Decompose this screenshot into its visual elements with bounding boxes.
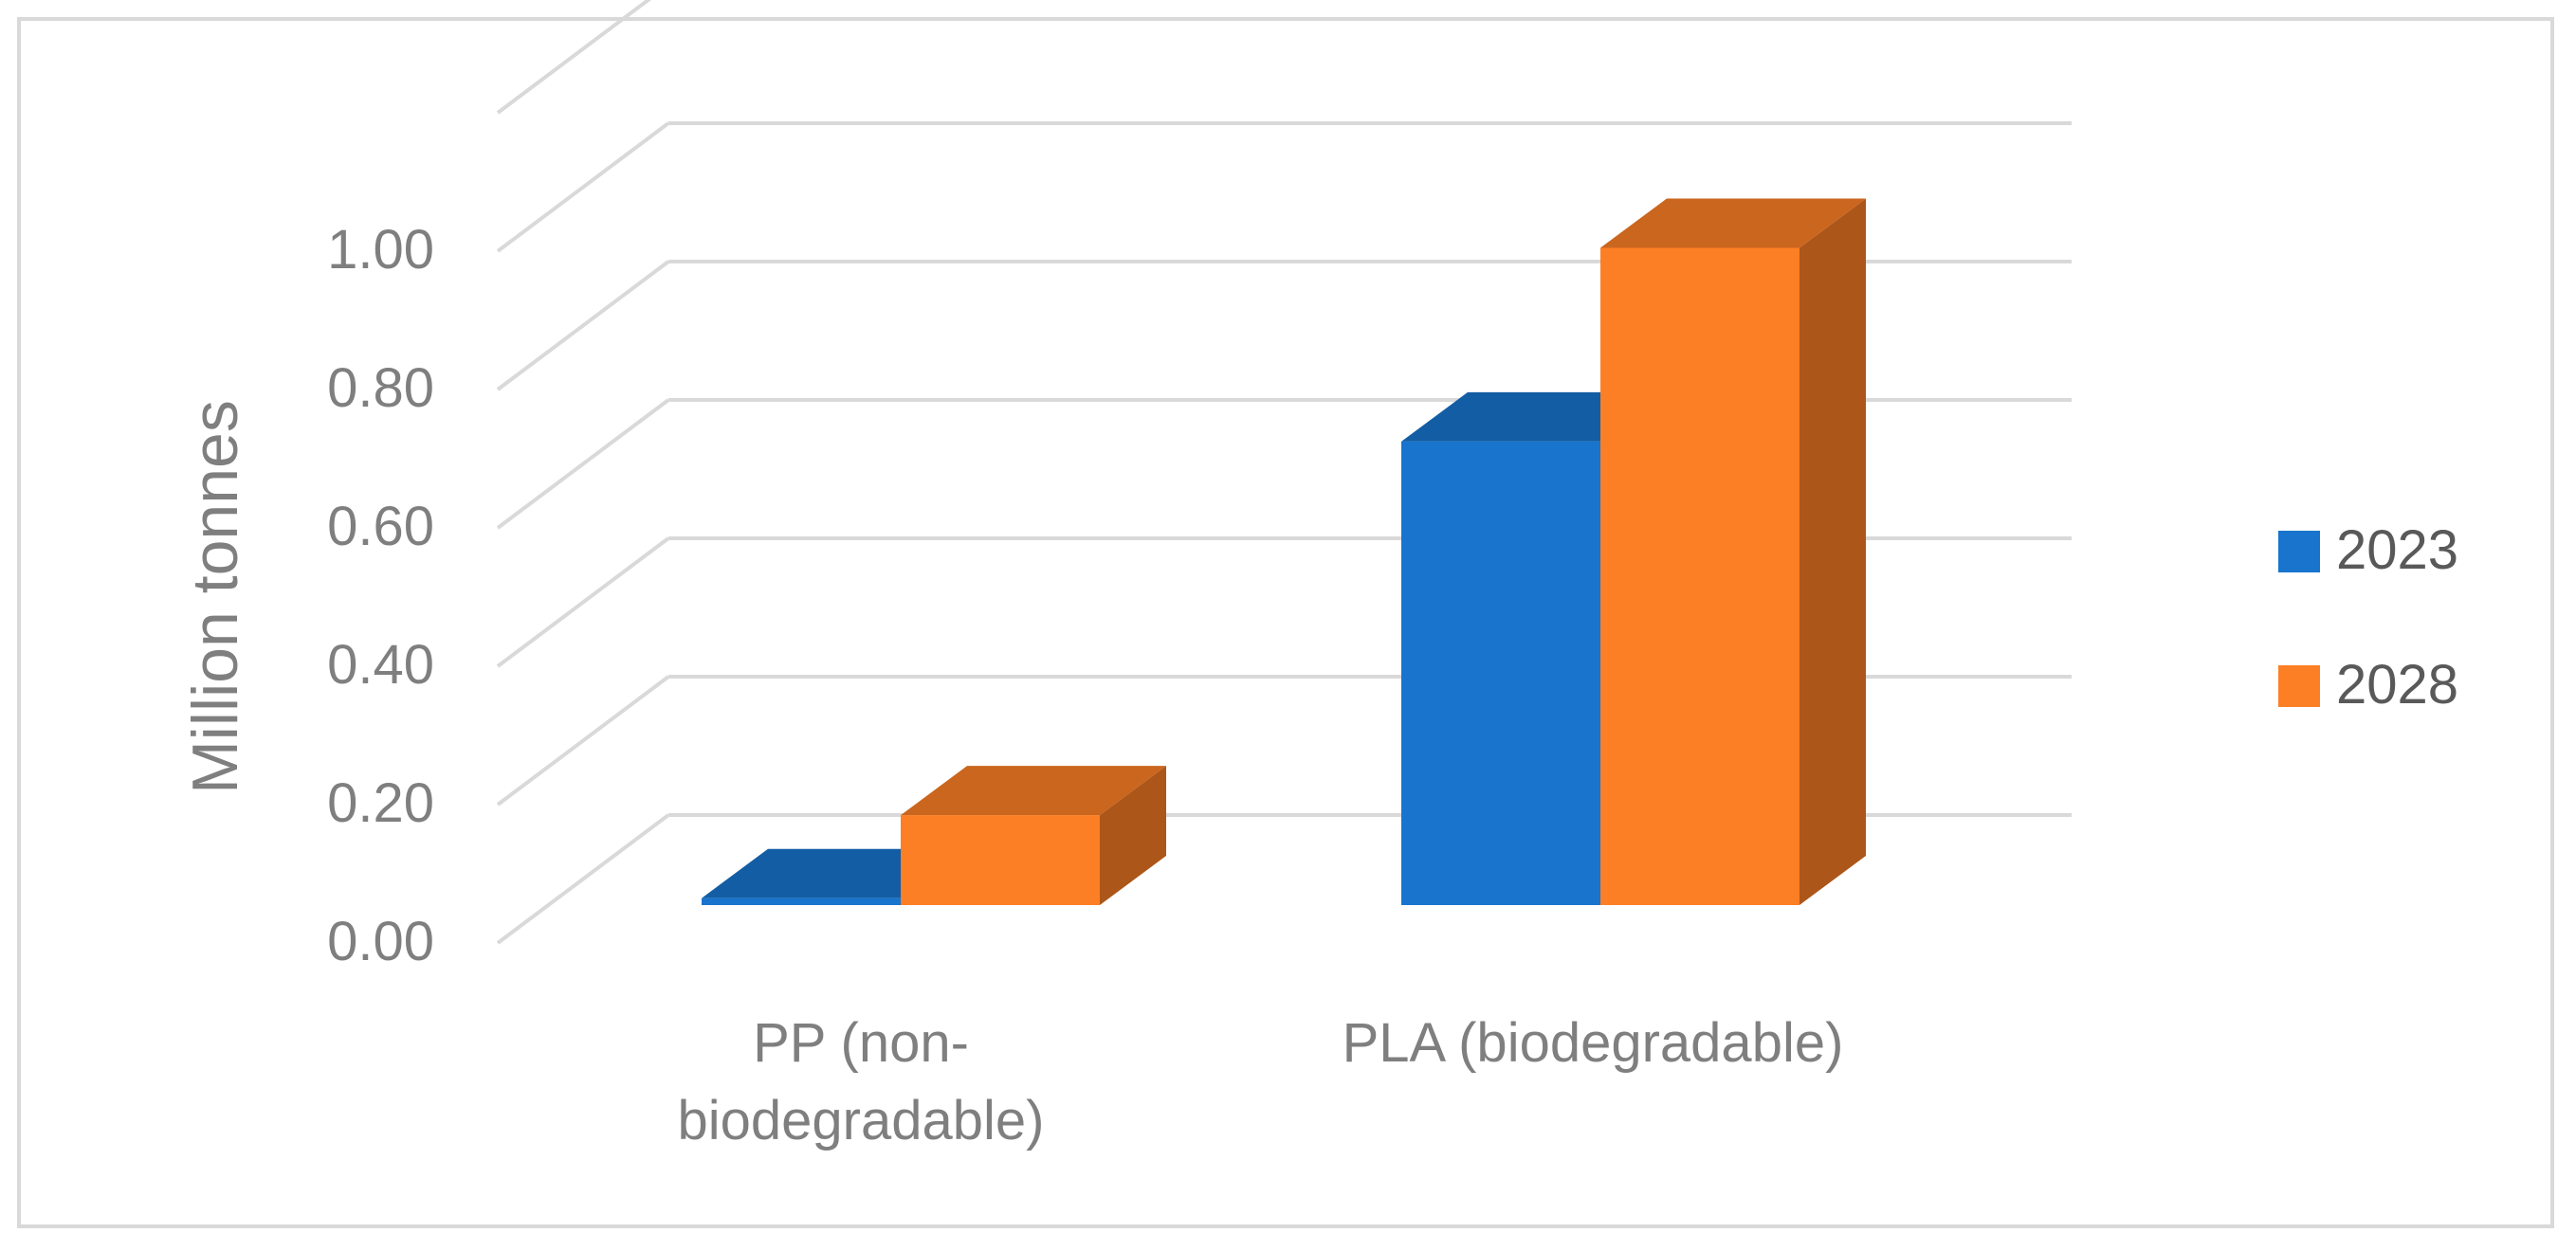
bar-front-face [901, 815, 1100, 905]
bar-top-face [901, 766, 1166, 816]
y-tick-label: 0.20 [327, 772, 434, 834]
gridline-side [496, 260, 670, 391]
gridline-side [496, 121, 670, 253]
gridline-side [496, 675, 670, 807]
bar-front-face [1401, 441, 1600, 905]
y-tick-label: 0.40 [327, 634, 434, 696]
gridline-side [496, 813, 670, 945]
y-tick-label: 0.60 [327, 496, 434, 557]
chart-frame [17, 17, 2554, 1228]
bar-front-face [702, 897, 901, 905]
bar-2028-pp [901, 766, 1166, 905]
gridline-side [496, 0, 651, 115]
legend: 2023 2028 [2278, 519, 2458, 716]
x-category-label: PLA (biodegradable) [1343, 1012, 1844, 1074]
gridline-side [496, 398, 670, 530]
legend-label-2028: 2028 [2336, 654, 2458, 716]
y-tick-label: 0.00 [327, 911, 434, 972]
bar-2028-pla [1600, 198, 1866, 905]
axis-labels: 0.00 0.20 0.40 0.60 0.80 1.00 PP (non-biodegra… [327, 219, 1843, 1151]
y-axis-title: Million tonnes [179, 400, 251, 794]
bar-top-face [1600, 198, 1866, 248]
bar-side-face [1100, 766, 1166, 905]
bar-side-face [1800, 198, 1866, 905]
legend-swatch-2028 [2278, 665, 2320, 707]
bar-front-face [1600, 247, 1800, 905]
y-tick-label: 0.80 [327, 357, 434, 419]
x-category-label: PP (non-biodegradable) [678, 1012, 1045, 1151]
bars [702, 198, 1866, 905]
legend-label-2023: 2023 [2336, 519, 2458, 581]
y-tick-label: 1.00 [327, 219, 434, 281]
gridline-side [496, 536, 670, 668]
legend-swatch-2023 [2278, 531, 2320, 572]
